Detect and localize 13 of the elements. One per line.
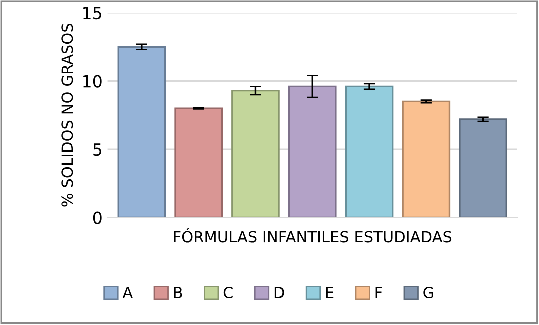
- y-tick-label: 10: [84, 75, 102, 88]
- y-axis-title: % SOLIDOS NO GRASOS: [62, 24, 74, 207]
- legend-label: G: [424, 286, 434, 299]
- legend-label: F: [376, 287, 382, 298]
- legend-label: C: [224, 286, 233, 299]
- legend-label: A: [122, 287, 134, 298]
- legend-label: D: [274, 287, 284, 298]
- y-tick-label: 0: [93, 212, 102, 224]
- y-tick-label: 15: [84, 7, 102, 20]
- x-axis-title: FÓRMULAS INFANTILES ESTUDIADAS: [174, 228, 452, 243]
- y-tick-label: 5: [94, 144, 102, 156]
- legend-label: E: [326, 287, 334, 298]
- legend-label: B: [174, 287, 182, 298]
